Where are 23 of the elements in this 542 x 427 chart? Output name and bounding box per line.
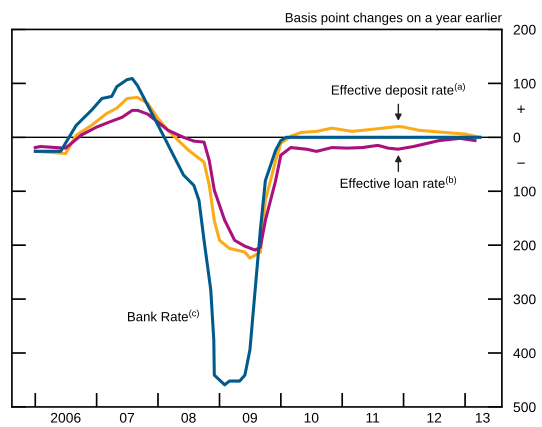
- x-tick-label: 13: [476, 412, 490, 423]
- x-tick-label: 12: [427, 412, 442, 423]
- y-tick-label: 100: [514, 78, 536, 89]
- x-tick-label: 09: [242, 412, 257, 423]
- x-tick-label: 10: [304, 412, 318, 423]
- y-tick-label: 200: [514, 24, 536, 35]
- y-tick-label: 100: [514, 186, 536, 196]
- annotation: Effective deposit rate$^{(a)}$: [332, 83, 465, 98]
- y-tick-label: 500: [514, 402, 536, 412]
- x-tick-label: 07: [120, 412, 134, 423]
- x-tick-label: 08: [181, 412, 196, 423]
- y-tick-label: 300: [514, 294, 536, 304]
- x-tick-label: 2006: [50, 412, 81, 423]
- y-axis-title: Basis point changes on a year earlier: [286, 12, 502, 25]
- line-series: [34, 77, 482, 386]
- y-tick-label: 0: [514, 132, 520, 142]
- text: +: [517, 105, 525, 113]
- y-tick-label: 200: [514, 240, 536, 250]
- x-tick-label: 11: [366, 412, 380, 423]
- y-tick-label: 400: [513, 348, 536, 358]
- annotation: Bank Rate$^{(c)}$: [128, 310, 199, 322]
- annotation: Effective loan rate$^{(b)}$: [340, 176, 456, 188]
- text: −: [517, 162, 525, 164]
